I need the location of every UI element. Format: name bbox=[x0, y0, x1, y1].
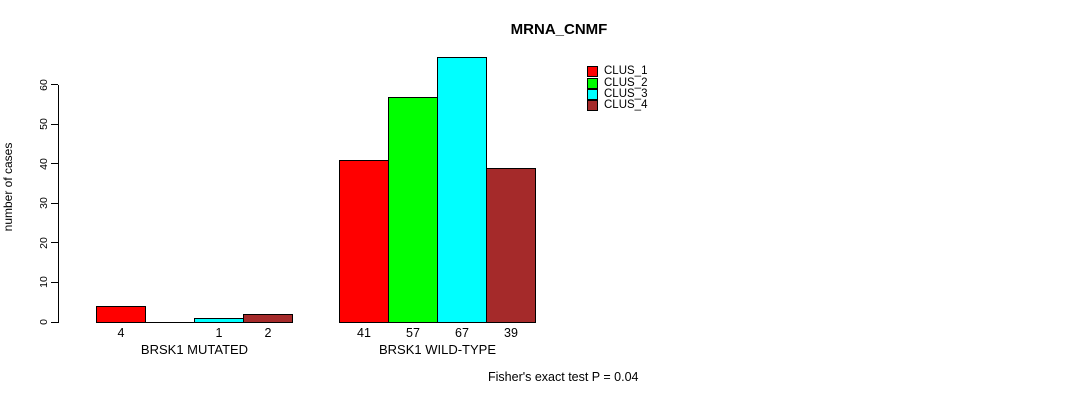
y-tick-label: 40 bbox=[38, 158, 50, 170]
bar-clus_2-2 bbox=[388, 96, 438, 323]
bar-value-label: 67 bbox=[455, 326, 469, 340]
y-tick-mark bbox=[51, 123, 58, 125]
legend-item: CLUS_2 bbox=[587, 76, 648, 89]
legend-swatch-icon bbox=[587, 66, 598, 78]
y-tick-label: 30 bbox=[38, 197, 50, 210]
y-tick-mark bbox=[51, 281, 58, 283]
bar-value-label: 1 bbox=[215, 326, 223, 340]
y-tick-mark bbox=[51, 84, 58, 86]
y-tick-label: 60 bbox=[38, 78, 50, 91]
y-tick-mark bbox=[51, 202, 58, 204]
y-tick-label: 0 bbox=[38, 319, 50, 325]
bar-clus_3-2 bbox=[437, 57, 487, 323]
legend-item: CLUS_1 bbox=[587, 65, 648, 78]
legend-label: CLUS_2 bbox=[604, 76, 648, 89]
chart-title: MRNA_CNMF bbox=[510, 21, 608, 38]
y-axis-line bbox=[58, 84, 59, 323]
y-tick-label: 20 bbox=[38, 237, 50, 249]
bar-clus_1-2 bbox=[339, 159, 389, 323]
bar-clus_4-2 bbox=[486, 167, 536, 323]
category-label: BRSK1 WILD-TYPE bbox=[378, 342, 497, 357]
category-label: BRSK1 MUTATED bbox=[140, 342, 249, 357]
legend-label: CLUS_1 bbox=[604, 65, 648, 78]
annotation-text: Fisher's exact test P = 0.04 bbox=[488, 370, 639, 384]
legend-item: CLUS_4 bbox=[587, 99, 648, 112]
bar-value-label: 57 bbox=[406, 326, 420, 340]
bar-clus_3-1 bbox=[194, 318, 244, 323]
legend-label: CLUS_3 bbox=[604, 87, 648, 100]
bar-clus_1-1 bbox=[96, 306, 146, 323]
y-tick-mark bbox=[51, 321, 58, 323]
bar-value-label: 4 bbox=[117, 326, 125, 340]
legend-label: CLUS_4 bbox=[604, 99, 648, 112]
bar-clus_4-1 bbox=[243, 314, 293, 323]
legend: CLUS_1 CLUS_2 CLUS_3 CLUS_4 bbox=[587, 65, 648, 112]
y-tick-mark bbox=[51, 242, 58, 244]
y-axis-label: number of cases bbox=[1, 142, 15, 232]
y-tick-label: 10 bbox=[38, 276, 50, 289]
bar-value-label: 39 bbox=[504, 326, 518, 340]
legend-swatch-icon bbox=[587, 88, 598, 100]
legend-item: CLUS_3 bbox=[587, 87, 648, 100]
bar-value-label: 2 bbox=[264, 326, 272, 340]
legend-swatch-icon bbox=[587, 77, 598, 89]
legend-swatch-icon bbox=[587, 100, 598, 112]
y-tick-label: 50 bbox=[38, 118, 50, 131]
y-tick-mark bbox=[51, 163, 58, 165]
bar-value-label: 41 bbox=[357, 326, 371, 340]
